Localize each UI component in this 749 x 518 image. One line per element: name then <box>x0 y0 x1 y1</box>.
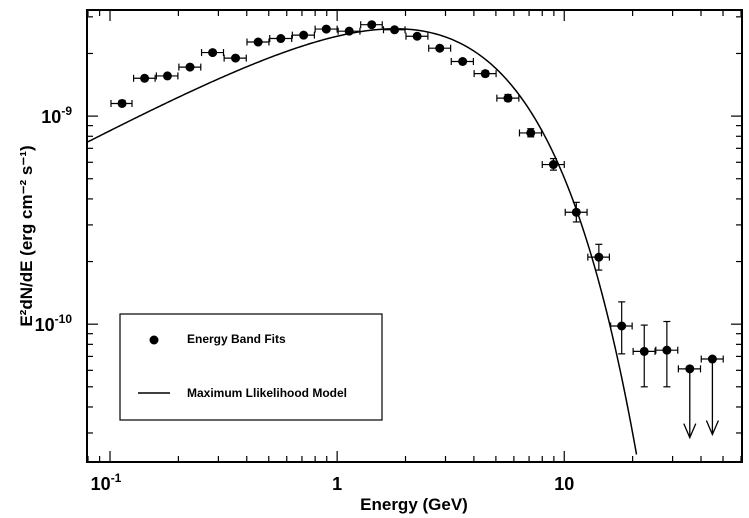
data-point <box>269 34 293 44</box>
y-tick-label: 10-9 <box>41 104 72 127</box>
point-marker <box>617 321 627 331</box>
point-marker <box>662 345 672 355</box>
point-marker <box>367 20 377 30</box>
data-point <box>110 98 133 108</box>
x-tick-label: 10 <box>554 474 574 494</box>
data-point <box>382 25 406 35</box>
point-marker <box>548 160 558 170</box>
point-marker <box>458 56 468 66</box>
x-tick-label: 10-1 <box>91 471 122 494</box>
data-point <box>223 53 247 63</box>
data-point <box>587 243 610 271</box>
point-marker <box>412 31 422 41</box>
point-marker <box>140 73 150 83</box>
point-marker <box>435 43 445 53</box>
point-marker <box>503 93 513 103</box>
point-marker <box>185 62 195 72</box>
data-point <box>360 20 383 30</box>
legend-label-points: Energy Band Fits <box>187 332 286 346</box>
point-marker <box>685 364 695 374</box>
point-marker <box>117 98 127 108</box>
data-point <box>632 324 656 388</box>
data-point <box>428 43 452 53</box>
point-marker <box>162 71 172 81</box>
model-curve <box>87 28 638 455</box>
point-marker <box>253 37 263 47</box>
legend: Energy Band Fits Maximum Llikelihood Mod… <box>119 313 383 421</box>
upper-limit-point <box>677 364 702 440</box>
data-point <box>246 37 270 47</box>
point-marker <box>321 24 331 34</box>
y-tick-label: 10-10 <box>35 312 73 335</box>
point-marker <box>639 346 649 356</box>
x-axis-label: Energy (GeV) <box>360 495 468 514</box>
data-point <box>337 26 361 36</box>
point-marker <box>571 207 581 217</box>
data-point <box>496 93 520 103</box>
y-axis-label: E²dN/dE (erg cm⁻² s⁻¹) <box>17 145 36 326</box>
point-marker <box>526 128 536 138</box>
data-point <box>518 128 543 138</box>
arrow-head <box>705 420 720 437</box>
data-point <box>564 201 588 223</box>
plot-frame <box>86 9 743 463</box>
data-point <box>473 69 497 79</box>
point-marker <box>276 34 286 44</box>
data-point <box>155 71 179 81</box>
data-point <box>610 301 633 355</box>
point-marker <box>594 252 604 262</box>
data-point <box>450 56 474 66</box>
arrow-head <box>683 423 697 440</box>
point-marker <box>299 30 309 40</box>
point-marker <box>707 354 717 364</box>
point-marker <box>390 25 400 35</box>
point-marker <box>344 26 354 36</box>
point-marker <box>208 48 218 58</box>
model-curve-layer <box>87 28 638 455</box>
upper-limit-point <box>700 354 724 437</box>
data-point <box>314 24 338 34</box>
data-point <box>655 320 679 388</box>
data-point <box>405 31 429 41</box>
data-point <box>132 73 156 83</box>
x-tick-label: 1 <box>332 474 342 494</box>
legend-box <box>119 313 383 421</box>
tick-labels: 10-1 1 10 10-10 10-9 <box>35 104 575 494</box>
data-point <box>541 157 565 171</box>
data-points-layer <box>110 20 724 440</box>
data-point <box>200 48 225 58</box>
legend-label-line: Maximum Llikelihood Model <box>187 386 347 400</box>
data-point <box>178 62 202 72</box>
data-point <box>291 30 315 40</box>
point-marker <box>480 69 490 79</box>
point-marker <box>231 53 241 63</box>
axis-ticks <box>87 11 742 461</box>
legend-point-marker <box>149 335 159 345</box>
